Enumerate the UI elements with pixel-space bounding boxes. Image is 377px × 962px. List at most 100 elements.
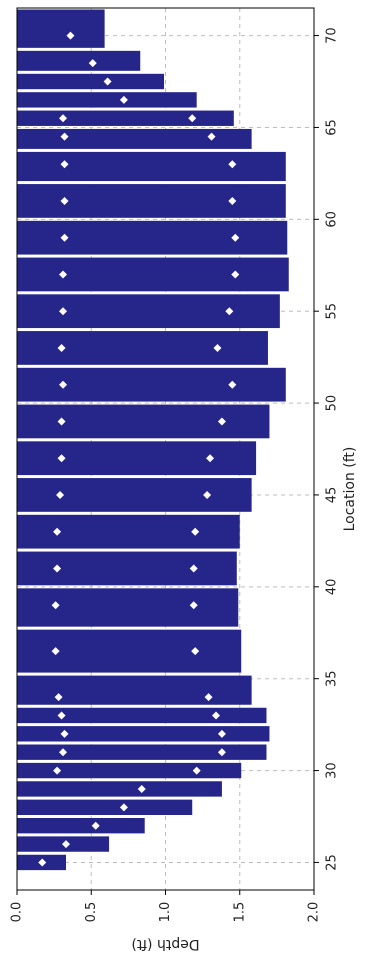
marker-point [206, 454, 215, 463]
bars [17, 9, 289, 871]
bar [17, 726, 270, 742]
tick-label-location: 65 [325, 119, 340, 136]
bar [17, 744, 267, 760]
bar [17, 551, 237, 586]
bar [17, 9, 105, 48]
marker-point [60, 196, 69, 205]
location-axis-ticks: 25 30 35 40 45 50 55 60 65 70 [314, 27, 340, 871]
marker-point [60, 729, 69, 738]
markers [38, 31, 240, 867]
marker-point [211, 711, 220, 720]
marker-point [66, 31, 75, 40]
bar [17, 781, 222, 797]
depth-axis-title: Depth (ft) [131, 936, 199, 952]
marker-point [231, 233, 240, 242]
marker-point [189, 564, 198, 573]
tick-label-location: 30 [325, 762, 340, 779]
marker-point [225, 307, 234, 316]
bar [17, 367, 286, 402]
bar [17, 588, 239, 627]
bar [17, 128, 252, 149]
marker-point [189, 601, 198, 610]
location-axis-title: Location (ft) [342, 447, 358, 532]
bar [17, 73, 165, 90]
bar [17, 441, 257, 476]
marker-point [59, 748, 68, 757]
marker-point [59, 114, 68, 123]
marker-point [103, 77, 112, 86]
tick-label-depth: 0.5 [84, 902, 99, 923]
tick-label-location: 40 [325, 579, 340, 596]
tick-label-depth: 2.0 [307, 902, 322, 923]
marker-point [59, 270, 68, 279]
bar [17, 331, 268, 365]
marker-point [188, 114, 197, 123]
bar [17, 675, 252, 705]
tick-label-depth: 0.0 [10, 902, 25, 923]
tick-label-location: 50 [325, 395, 340, 412]
marker-point [217, 417, 226, 426]
marker-point [137, 784, 146, 793]
depth-axis-ticks: 0.0 0.5 1.0 1.5 2.0 [10, 890, 322, 922]
tick-label-location: 60 [325, 211, 340, 228]
bar [17, 707, 267, 724]
marker-point [51, 647, 60, 656]
tick-label-location: 25 [325, 854, 340, 871]
marker-point [191, 527, 200, 536]
tick-label-location: 45 [325, 487, 340, 504]
bar [17, 110, 234, 126]
marker-point [88, 59, 97, 68]
bar [17, 257, 289, 292]
bar [17, 92, 197, 108]
marker-point [51, 601, 60, 610]
marker-point [191, 647, 200, 656]
marker-point [60, 233, 69, 242]
marker-point [228, 160, 237, 169]
marker-point [38, 858, 47, 867]
marker-point [60, 132, 69, 141]
marker-point [119, 95, 128, 104]
tick-label-location: 55 [325, 303, 340, 320]
marker-point [60, 160, 69, 169]
bar [17, 404, 270, 439]
marker-point [53, 564, 62, 573]
bar [17, 478, 252, 512]
tick-label-depth: 1.5 [232, 902, 247, 923]
tick-label-location: 35 [325, 670, 340, 687]
bar [17, 762, 242, 779]
bar [17, 151, 286, 182]
bar [17, 818, 145, 834]
plot-area [16, 7, 315, 891]
marker-point [62, 840, 71, 849]
marker-point [192, 766, 201, 775]
marker-point [59, 307, 68, 316]
marker-point [217, 748, 226, 757]
bar [17, 220, 288, 255]
marker-point [53, 527, 62, 536]
marker-point [57, 417, 66, 426]
marker-point [53, 766, 62, 775]
bar [17, 184, 286, 218]
marker-point [59, 380, 68, 389]
bar [17, 629, 242, 673]
marker-point [231, 270, 240, 279]
marker-point [204, 693, 213, 702]
marker-point [57, 454, 66, 463]
marker-point [203, 490, 212, 499]
bar [17, 799, 193, 815]
marker-point [228, 196, 237, 205]
marker-point [57, 711, 66, 720]
bar [17, 514, 240, 549]
marker-point [119, 803, 128, 812]
marker-point [217, 729, 226, 738]
marker-point [54, 693, 63, 702]
bar [17, 294, 280, 329]
marker-point [56, 490, 65, 499]
tick-label-depth: 1.0 [158, 902, 173, 923]
tick-label-location: 70 [325, 27, 340, 44]
marker-point [228, 380, 237, 389]
marker-point [91, 821, 100, 830]
marker-point [207, 132, 216, 141]
bar [17, 50, 141, 71]
